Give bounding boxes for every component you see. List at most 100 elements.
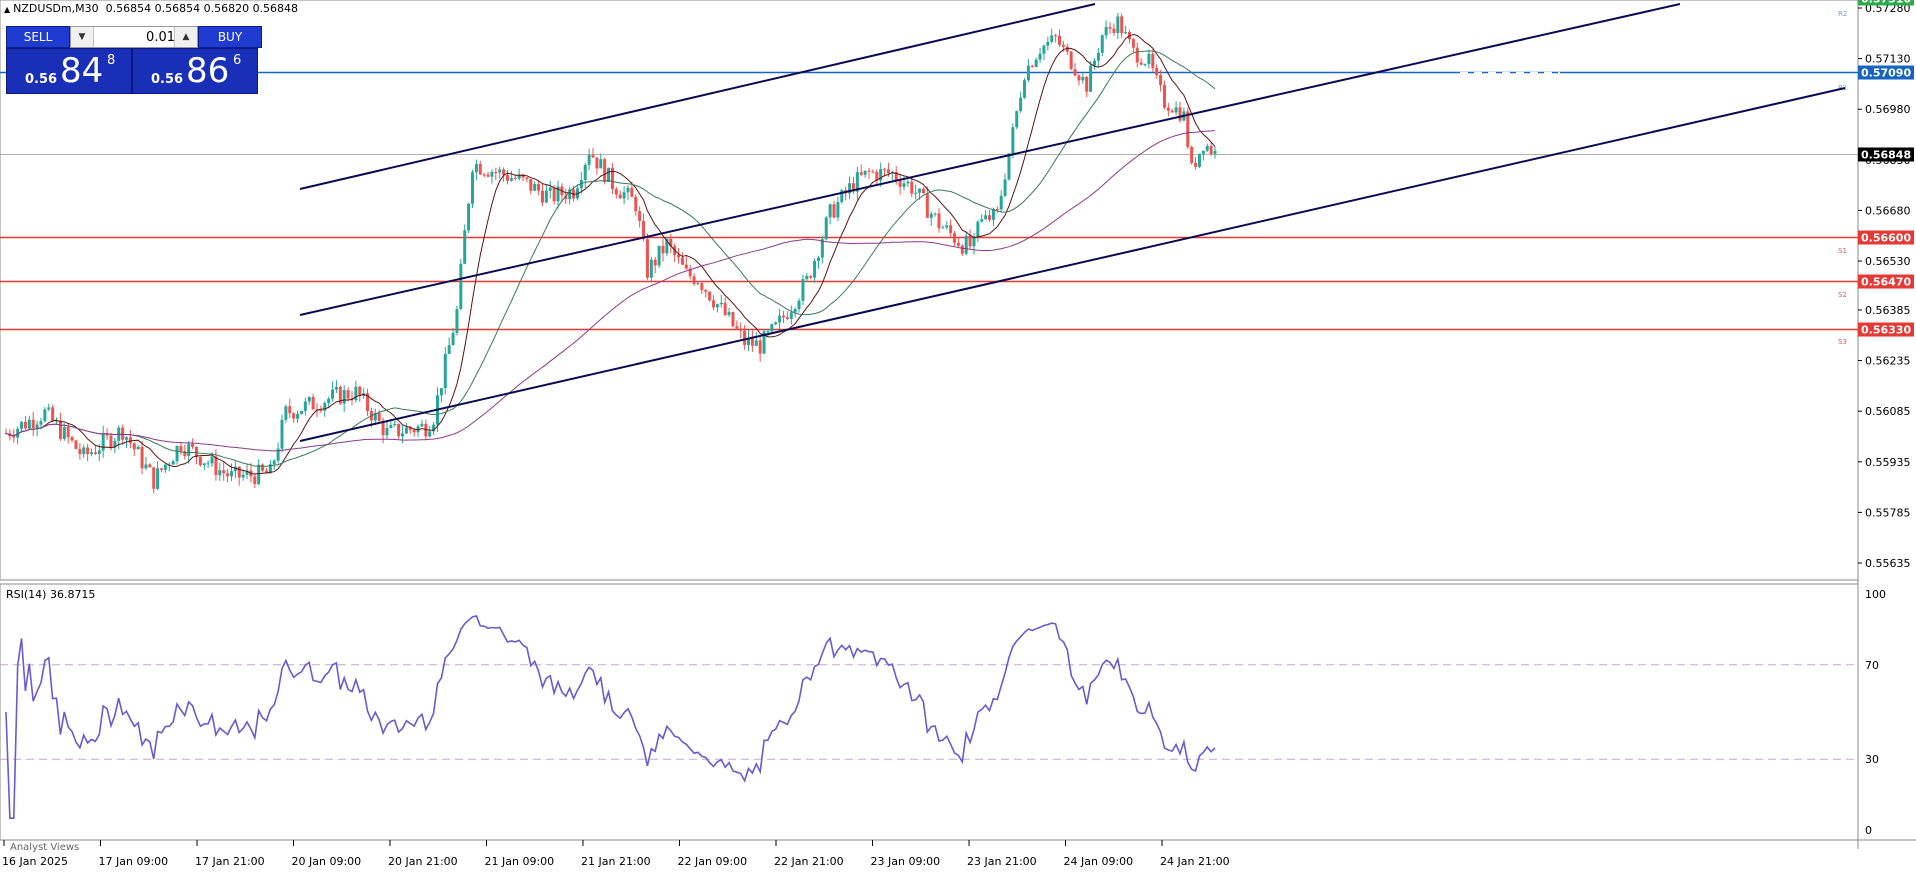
candle-body: [1178, 107, 1182, 121]
candle-body: [552, 187, 556, 202]
sell-price-box[interactable]: 0.56 84 8: [6, 48, 132, 94]
price-tag-label: 0.56330: [1861, 324, 1911, 337]
candle-body: [816, 257, 820, 261]
lot-size-input[interactable]: [95, 27, 175, 47]
candle-body: [820, 239, 824, 258]
candle-body: [474, 163, 478, 173]
candle-body: [494, 171, 498, 173]
candle-body: [789, 312, 793, 319]
candle-body: [447, 345, 451, 354]
candle-body: [478, 163, 482, 175]
candle-body: [272, 460, 276, 465]
price-tag-label: 0.57090: [1861, 67, 1911, 80]
candle-body: [715, 304, 719, 308]
time-axis: 16 Jan 2025 17 Jan 09:00 17 Jan 21:00 20 Ja…: [0, 849, 1916, 874]
candle-body: [140, 447, 144, 469]
candle-body: [1116, 16, 1120, 34]
candle-body: [385, 427, 389, 436]
candle-body: [482, 174, 486, 176]
candle-body: [568, 189, 572, 200]
candle-body: [1201, 150, 1205, 154]
candle-body: [1213, 150, 1217, 154]
candle-body: [614, 188, 618, 195]
candle-body: [1143, 64, 1147, 66]
candle-body: [128, 437, 132, 444]
candle-body: [229, 471, 233, 477]
candle-body: [276, 448, 280, 461]
candle-body: [191, 443, 195, 447]
sell-button[interactable]: SELL: [6, 26, 70, 48]
candle-body: [591, 154, 595, 158]
pivot-level-mark: S1: [1838, 247, 1847, 255]
candle-body: [210, 456, 214, 464]
buy-button[interactable]: BUY: [198, 26, 262, 48]
candle-body: [626, 187, 630, 193]
candle-body: [867, 170, 871, 172]
candle-body: [408, 427, 412, 430]
candle-body: [148, 464, 152, 468]
candle-body: [237, 466, 241, 478]
time-axis-label: 20 Jan 21:00: [388, 855, 458, 868]
price-tick-label: 0.55935: [1865, 456, 1911, 469]
candle-body: [731, 312, 735, 327]
candle-body: [921, 188, 925, 194]
candle-body: [222, 470, 226, 474]
candle-body: [175, 446, 179, 462]
candle-body: [1089, 65, 1093, 92]
price-tick-label: 0.57130: [1865, 53, 1911, 66]
candle-body: [657, 245, 661, 266]
sell-price-sup: 8: [107, 53, 116, 68]
candle-body: [82, 447, 86, 455]
time-axis-label: 17 Jan 21:00: [195, 855, 265, 868]
moving-average-line: [5, 33, 1216, 475]
candle-body: [894, 171, 898, 181]
candle-body: [443, 353, 447, 389]
candle-body: [253, 476, 257, 485]
candle-body: [1058, 35, 1062, 45]
candle-body: [416, 426, 420, 433]
candle-body: [680, 257, 684, 265]
candle-body: [323, 403, 327, 411]
candle-body: [735, 326, 739, 329]
candle-body: [187, 443, 191, 456]
price-tick-label: 0.56385: [1865, 304, 1911, 317]
candle-body: [762, 331, 766, 354]
candle-body: [377, 413, 381, 421]
candle-body: [937, 213, 941, 229]
candle-body: [1046, 41, 1050, 46]
candle-body: [875, 171, 879, 181]
candle-body: [455, 309, 459, 333]
candle-body: [354, 386, 358, 401]
candle-body: [144, 464, 148, 469]
pivot-level-mark: S2: [1838, 291, 1847, 299]
candle-body: [152, 467, 156, 489]
candle-body: [743, 330, 747, 345]
collapse-triangle-icon[interactable]: ▲: [4, 5, 11, 14]
candle-body: [544, 190, 548, 203]
lot-decrease-icon[interactable]: ▼: [71, 27, 94, 47]
buy-price-box[interactable]: 0.56 86 6: [132, 48, 258, 94]
candle-body: [23, 421, 27, 429]
price-tick-label: 0.55785: [1865, 506, 1911, 519]
candle-body: [16, 428, 20, 438]
time-axis-label: 21 Jan 09:00: [484, 855, 555, 868]
candle-body: [12, 436, 16, 438]
candle-body: [245, 470, 249, 475]
candle-body: [828, 204, 832, 218]
candle-body: [832, 204, 836, 218]
candle-body: [750, 337, 754, 346]
lot-increase-icon[interactable]: ▲: [174, 27, 197, 47]
candle-body: [132, 443, 136, 450]
candle-body: [1166, 107, 1170, 111]
channel-line: [299, 87, 1846, 442]
candle-body: [1162, 85, 1166, 108]
candle-body: [121, 427, 125, 440]
symbol-name: NZDUSDm,M30: [13, 2, 99, 15]
candle-body: [1108, 26, 1112, 29]
candle-body: [183, 451, 187, 456]
candle-body: [1197, 153, 1201, 167]
candle-body: [1131, 39, 1135, 48]
analyst-views-label[interactable]: Analyst Views: [10, 842, 80, 853]
